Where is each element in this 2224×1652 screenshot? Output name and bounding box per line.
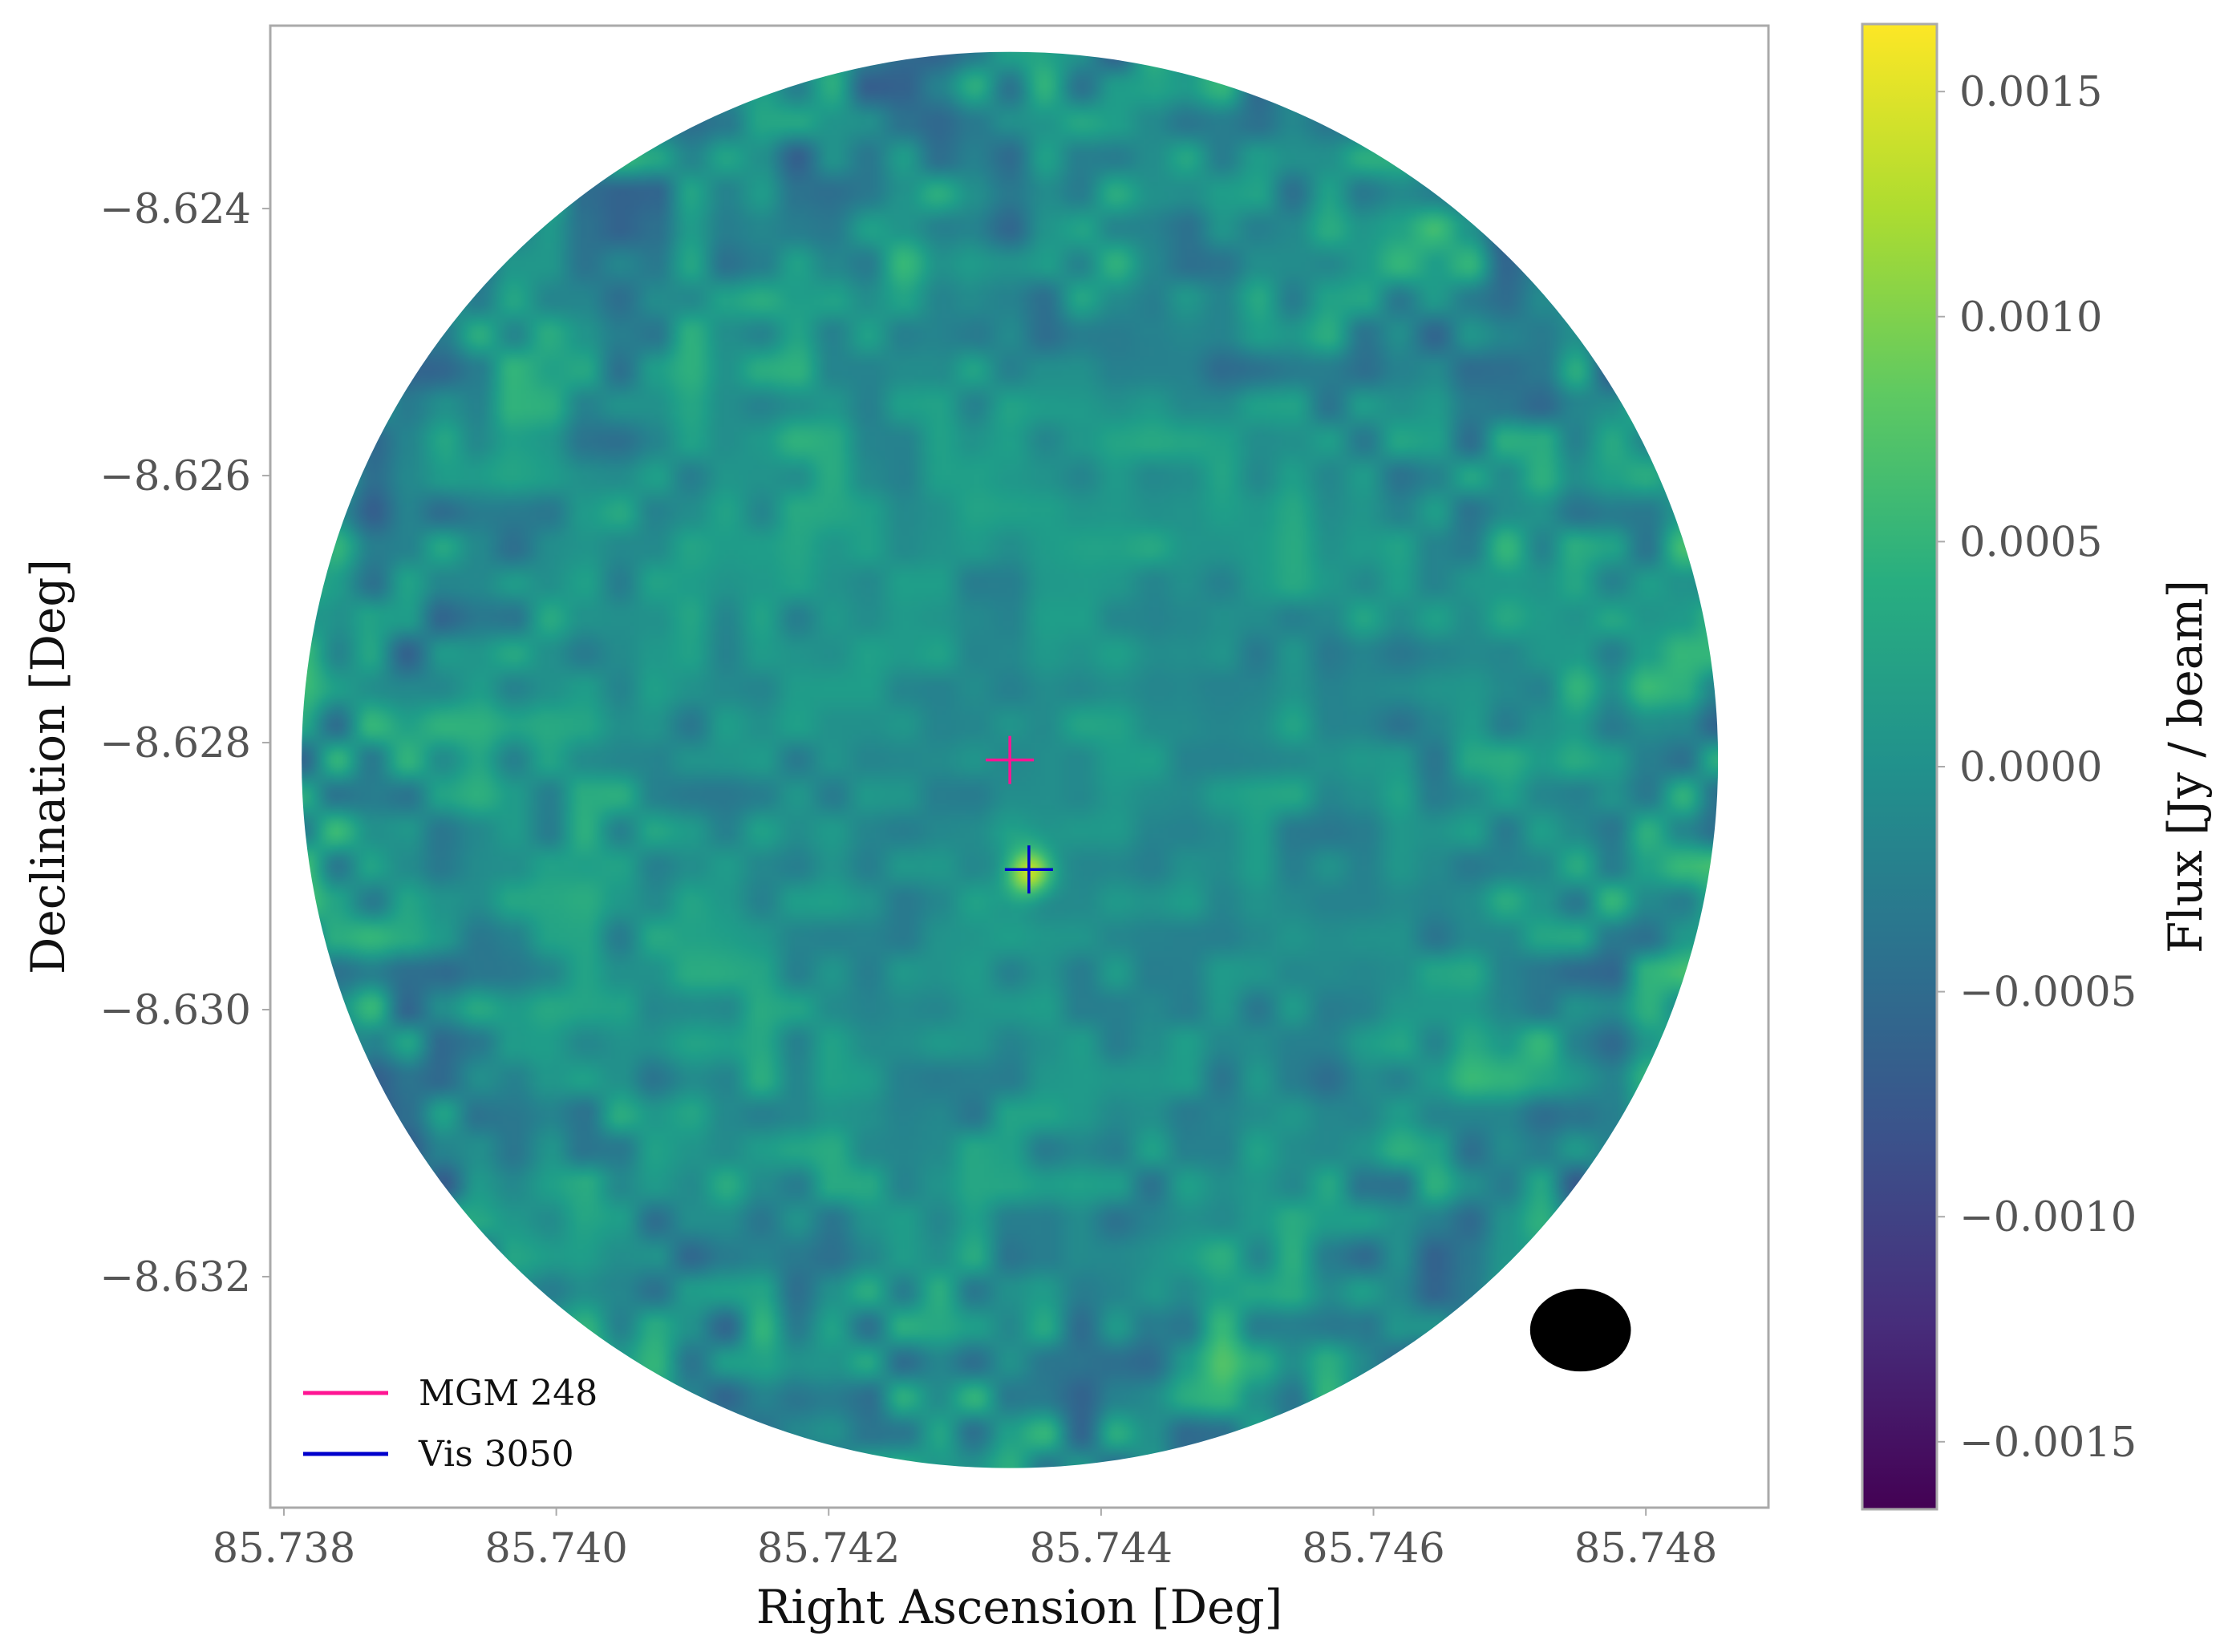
legend-label: MGM 248 <box>419 1373 598 1414</box>
legend-entry: Vis 3050 <box>303 1434 574 1475</box>
beam-ellipse <box>1529 1288 1631 1372</box>
colorbar-tick-label: 0.0010 <box>1959 294 2102 342</box>
x-tick-label: 85.740 <box>484 1525 627 1573</box>
x-tick-label: 85.748 <box>1574 1525 1717 1573</box>
x-tick-label: 85.746 <box>1302 1525 1444 1573</box>
colorbar-tick-label: 0.0015 <box>1959 69 2102 116</box>
colorbar-label: Flux [Jy / beam] <box>2158 580 2213 954</box>
y-tick-label: −8.630 <box>99 987 251 1035</box>
y-tick-label: −8.628 <box>99 720 251 767</box>
x-axis-label: Right Ascension [Deg] <box>756 1580 1283 1634</box>
marker-mgm-248 <box>986 735 1035 784</box>
x-tick-label: 85.742 <box>757 1525 900 1573</box>
legend: MGM 248 Vis 3050 <box>303 1373 598 1475</box>
y-tick-label: −8.626 <box>99 453 251 500</box>
y-tick-label: −8.632 <box>99 1254 251 1302</box>
legend-label: Vis 3050 <box>418 1434 574 1475</box>
colorbar-tick-label: −0.0005 <box>1959 970 2137 1017</box>
y-axis-label: Declination [Deg] <box>21 559 75 974</box>
x-axis: 85.738 85.740 85.742 85.744 85.746 85.748 <box>213 1508 1717 1573</box>
plot-area <box>269 24 1770 1509</box>
colorbar-tick-label: −0.0010 <box>1959 1194 2137 1241</box>
x-tick-label: 85.744 <box>1030 1525 1173 1573</box>
source-markers <box>986 735 1053 894</box>
colorbar-gradient <box>1861 22 1938 1511</box>
colorbar: 0.0015 0.0010 0.0005 0.0000 −0.0005 −0.0010 −0… <box>1861 22 2213 1511</box>
y-axis: −8.624 −8.626 −8.628 −8.630 −8.632 <box>99 186 270 1302</box>
legend-entry: MGM 248 <box>303 1373 598 1414</box>
colorbar-tick-label: 0.0000 <box>1959 744 2102 792</box>
colorbar-ticks: 0.0015 0.0010 0.0005 0.0000 −0.0005 −0.0010 −0… <box>1937 69 2137 1467</box>
colorbar-tick-label: 0.0005 <box>1959 519 2102 566</box>
y-tick-label: −8.624 <box>99 186 251 233</box>
x-tick-label: 85.738 <box>213 1525 355 1573</box>
colorbar-tick-label: −0.0015 <box>1959 1419 2137 1467</box>
marker-vis-3050 <box>1004 845 1053 894</box>
